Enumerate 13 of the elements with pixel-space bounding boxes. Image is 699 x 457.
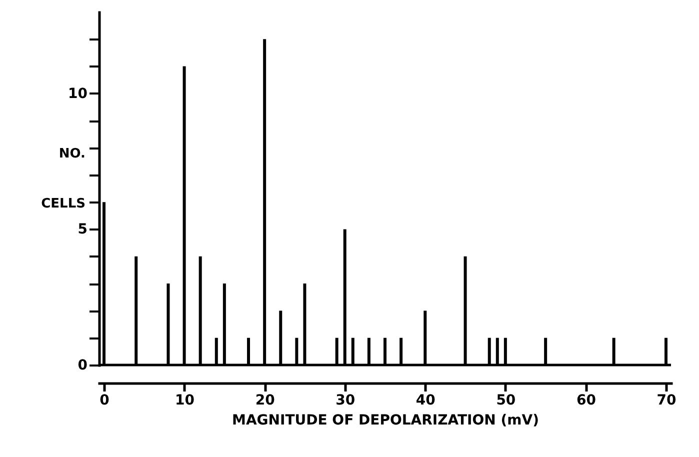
y-tick-label: 10 [68,86,88,102]
x-tick-label: 60 [576,392,596,408]
x-tick-label: 50 [496,392,516,408]
y-tick-label: 0 [78,358,88,374]
x-tick-label: 40 [416,392,436,408]
x-tick-label: 70 [656,392,676,408]
x-tick-label: 0 [100,392,110,408]
x-tick-label: 20 [255,392,276,408]
y-tick-label: 5 [78,222,88,238]
text: NO. CELLS [41,146,86,212]
x-axis-title: MAGNITUDE OF DEPOLARIZATION (mV) [232,412,539,428]
x-tick-label: 10 [175,392,195,408]
x-tick-label: 30 [336,392,356,408]
